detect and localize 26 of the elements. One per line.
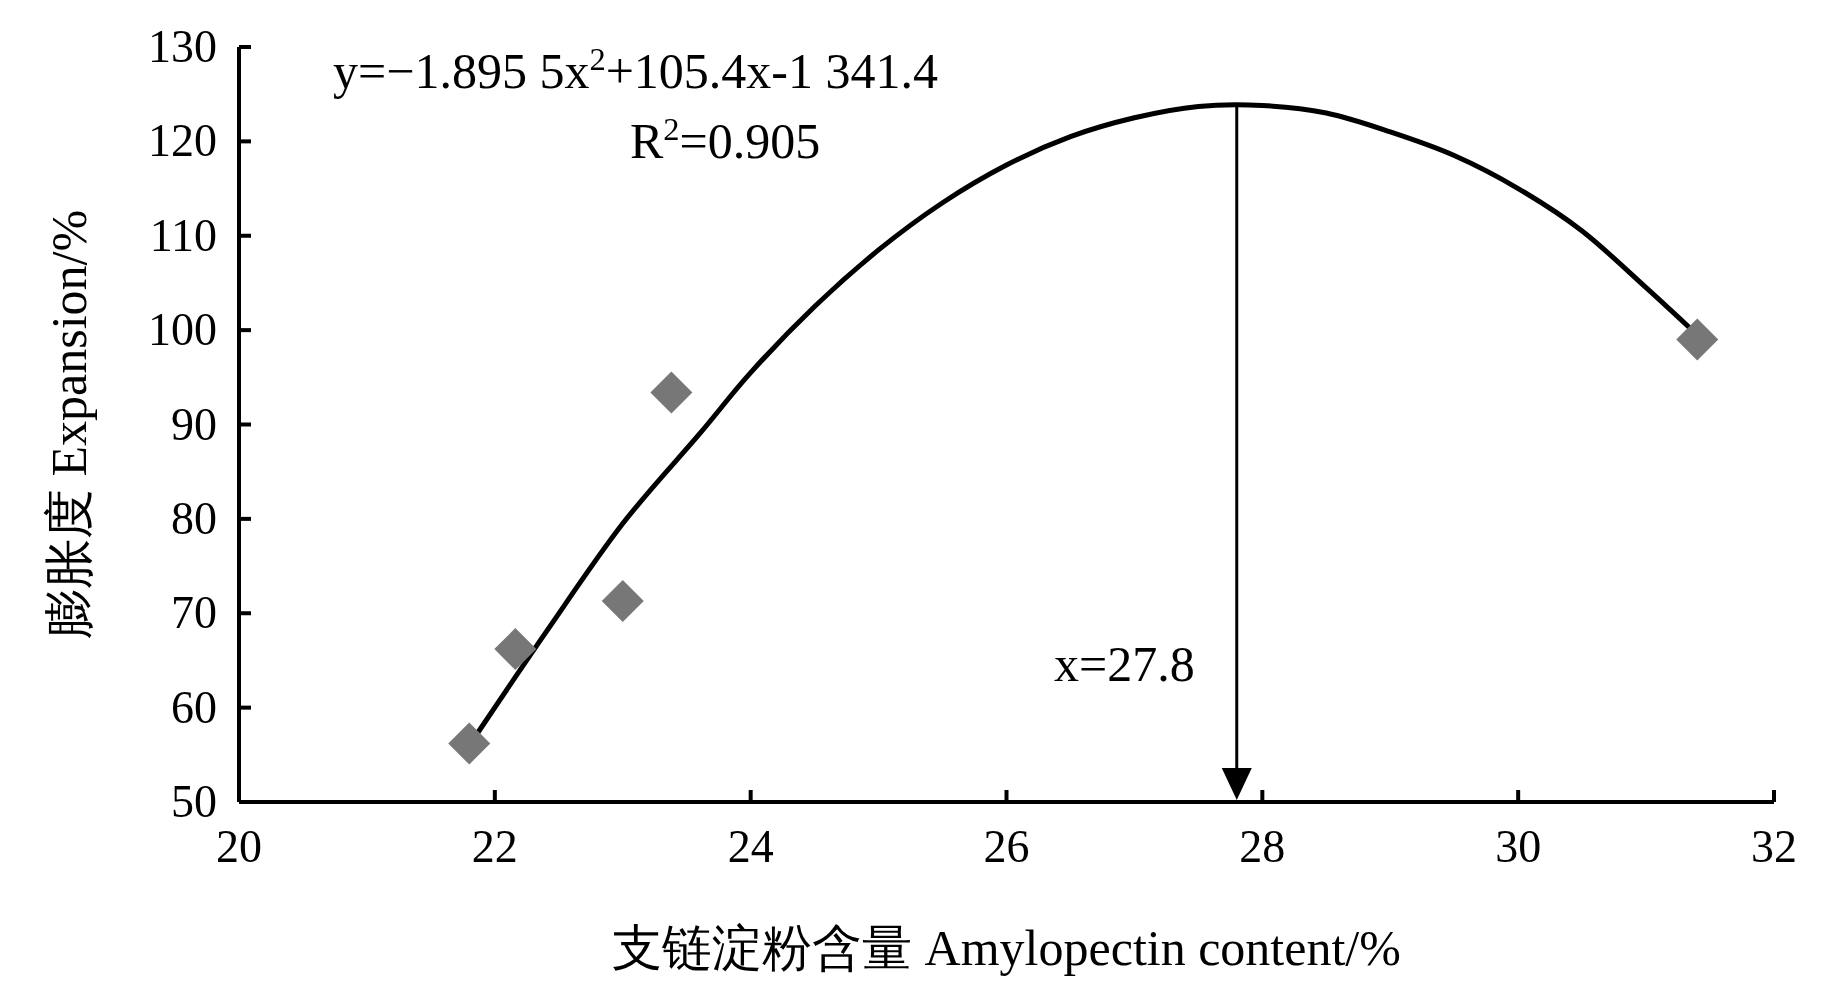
x-tick-label: 26 bbox=[983, 821, 1030, 872]
x-tick-label: 22 bbox=[471, 821, 518, 872]
annotation: y=−1.895 5x$^{2}$+105.4x-1 341.4 bbox=[333, 41, 939, 99]
y-tick-label: 110 bbox=[149, 209, 217, 261]
point bbox=[601, 579, 644, 622]
y-tick-label: 130 bbox=[148, 21, 217, 72]
x-tick-label: 32 bbox=[1751, 821, 1797, 872]
x-tick-label: 30 bbox=[1495, 821, 1542, 872]
y-tick-label: 80 bbox=[171, 492, 217, 544]
annotation: R$^{2}$=0.905 bbox=[630, 111, 821, 169]
y-tick-label: 90 bbox=[171, 398, 217, 450]
y-axis-title: 膨胀度 Expansion/% bbox=[41, 209, 97, 640]
x-axis-title: 支链淀粉含量 Amylopectin content/% bbox=[612, 920, 1401, 976]
y-tick-label: 100 bbox=[148, 304, 217, 356]
point bbox=[494, 628, 537, 671]
point bbox=[1676, 318, 1719, 361]
x-tick-label: 20 bbox=[216, 821, 262, 872]
y-tick-label: 120 bbox=[148, 115, 217, 167]
x-tick-label: 28 bbox=[1239, 821, 1286, 872]
y-tick-label: 60 bbox=[171, 681, 217, 733]
y-tick-label: 50 bbox=[171, 776, 217, 827]
point bbox=[650, 371, 693, 414]
x-tick-label: 24 bbox=[727, 821, 774, 872]
y-tick-label: 70 bbox=[171, 587, 217, 639]
ref-line-label: x=27.8 bbox=[1054, 636, 1195, 692]
point bbox=[448, 722, 491, 765]
